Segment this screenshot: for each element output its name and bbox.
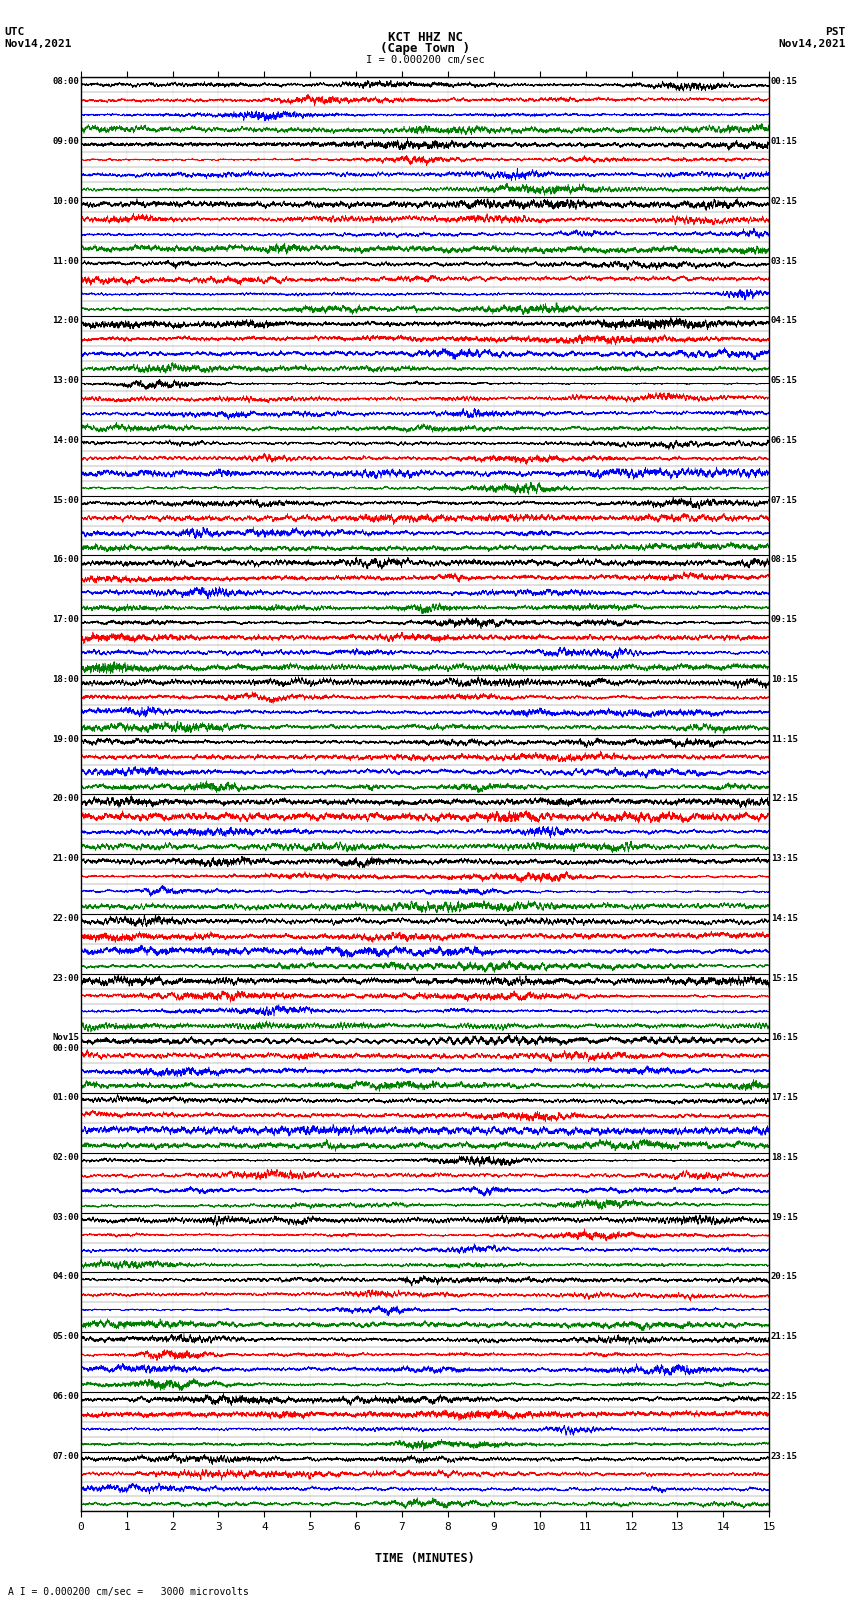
Text: 15:15: 15:15 bbox=[771, 974, 797, 982]
Text: 04:00: 04:00 bbox=[53, 1273, 79, 1281]
Text: 16:00: 16:00 bbox=[53, 555, 79, 565]
Text: 17:15: 17:15 bbox=[771, 1094, 797, 1102]
Text: 20:15: 20:15 bbox=[771, 1273, 797, 1281]
Text: 18:15: 18:15 bbox=[771, 1153, 797, 1161]
Text: 21:00: 21:00 bbox=[53, 855, 79, 863]
Text: 05:15: 05:15 bbox=[771, 376, 797, 386]
Text: 22:00: 22:00 bbox=[53, 915, 79, 923]
Text: TIME (MINUTES): TIME (MINUTES) bbox=[375, 1552, 475, 1565]
Text: 20:00: 20:00 bbox=[53, 794, 79, 803]
Text: 09:00: 09:00 bbox=[53, 137, 79, 147]
Text: 10:15: 10:15 bbox=[771, 674, 797, 684]
Text: 13:15: 13:15 bbox=[771, 855, 797, 863]
Text: UTC
Nov14,2021: UTC Nov14,2021 bbox=[4, 27, 71, 48]
Text: 09:15: 09:15 bbox=[771, 615, 797, 624]
Text: 05:00: 05:00 bbox=[53, 1332, 79, 1340]
Text: 11:00: 11:00 bbox=[53, 256, 79, 266]
Text: 15:00: 15:00 bbox=[53, 495, 79, 505]
Text: 08:15: 08:15 bbox=[771, 555, 797, 565]
Text: 07:15: 07:15 bbox=[771, 495, 797, 505]
Text: 08:00: 08:00 bbox=[53, 77, 79, 87]
Text: 02:15: 02:15 bbox=[771, 197, 797, 206]
Text: 02:00: 02:00 bbox=[53, 1153, 79, 1161]
Text: 12:15: 12:15 bbox=[771, 794, 797, 803]
Text: Nov15
00:00: Nov15 00:00 bbox=[53, 1034, 79, 1053]
Text: 12:00: 12:00 bbox=[53, 316, 79, 326]
Text: 01:15: 01:15 bbox=[771, 137, 797, 147]
Text: 00:15: 00:15 bbox=[771, 77, 797, 87]
Text: 17:00: 17:00 bbox=[53, 615, 79, 624]
Text: A I = 0.000200 cm/sec =   3000 microvolts: A I = 0.000200 cm/sec = 3000 microvolts bbox=[8, 1587, 249, 1597]
Text: 23:15: 23:15 bbox=[771, 1452, 797, 1461]
Text: 21:15: 21:15 bbox=[771, 1332, 797, 1340]
Text: 01:00: 01:00 bbox=[53, 1094, 79, 1102]
Text: 07:00: 07:00 bbox=[53, 1452, 79, 1461]
Text: 06:00: 06:00 bbox=[53, 1392, 79, 1400]
Text: 11:15: 11:15 bbox=[771, 734, 797, 744]
Text: (Cape Town ): (Cape Town ) bbox=[380, 42, 470, 55]
Text: 13:00: 13:00 bbox=[53, 376, 79, 386]
Text: 14:00: 14:00 bbox=[53, 436, 79, 445]
Text: 23:00: 23:00 bbox=[53, 974, 79, 982]
Text: 19:15: 19:15 bbox=[771, 1213, 797, 1221]
Text: PST
Nov14,2021: PST Nov14,2021 bbox=[779, 27, 846, 48]
Text: 03:15: 03:15 bbox=[771, 256, 797, 266]
Text: 03:00: 03:00 bbox=[53, 1213, 79, 1221]
Text: 19:00: 19:00 bbox=[53, 734, 79, 744]
Text: 04:15: 04:15 bbox=[771, 316, 797, 326]
Text: I = 0.000200 cm/sec: I = 0.000200 cm/sec bbox=[366, 55, 484, 65]
Text: 16:15: 16:15 bbox=[771, 1034, 797, 1042]
Text: 10:00: 10:00 bbox=[53, 197, 79, 206]
Text: 18:00: 18:00 bbox=[53, 674, 79, 684]
Text: 14:15: 14:15 bbox=[771, 915, 797, 923]
Text: KCT HHZ NC: KCT HHZ NC bbox=[388, 31, 462, 44]
Text: 06:15: 06:15 bbox=[771, 436, 797, 445]
Text: 22:15: 22:15 bbox=[771, 1392, 797, 1400]
